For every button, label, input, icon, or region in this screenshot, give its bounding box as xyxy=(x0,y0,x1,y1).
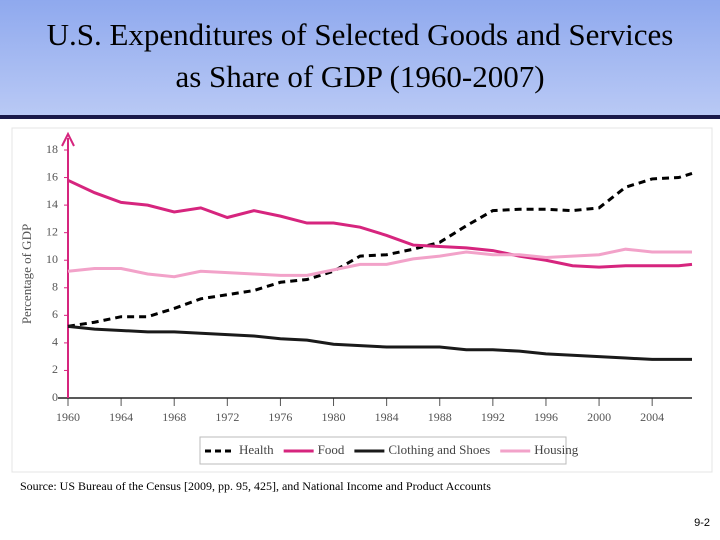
title-band xyxy=(0,0,720,119)
legend-label: Housing xyxy=(534,442,579,457)
x-tick-label: 2004 xyxy=(640,410,664,424)
y-tick-label: 2 xyxy=(52,362,58,376)
y-tick-label: 6 xyxy=(52,307,58,321)
y-tick-label: 4 xyxy=(52,335,58,349)
x-tick-label: 1972 xyxy=(215,410,239,424)
y-tick-label: 12 xyxy=(46,224,58,238)
y-tick-label: 14 xyxy=(46,197,58,211)
source-note: Source: US Bureau of the Census [2009, p… xyxy=(20,479,491,493)
series-line xyxy=(67,247,692,279)
legend-label: Clothing and Shoes xyxy=(388,442,490,457)
y-tick-label: 0 xyxy=(52,390,58,404)
x-tick-label: 1980 xyxy=(322,410,346,424)
x-tick-label: 1988 xyxy=(428,410,452,424)
x-tick-label: 1976 xyxy=(268,410,292,424)
legend-label: Food xyxy=(318,442,345,457)
y-tick-label: 8 xyxy=(52,280,58,294)
series-line xyxy=(67,178,693,269)
legend-label: Health xyxy=(239,442,274,457)
y-axis-label: Percentage of GDP xyxy=(19,224,34,324)
y-tick-label: 10 xyxy=(46,252,58,266)
x-tick-label: 1996 xyxy=(534,410,558,424)
page-number: 9-2 xyxy=(694,517,710,529)
y-axis-arrow xyxy=(61,131,75,147)
y-tick-label: 18 xyxy=(46,142,58,156)
x-tick-label: 1992 xyxy=(481,410,505,424)
chart-panel xyxy=(11,127,713,473)
x-tick-label: 2000 xyxy=(587,410,611,424)
x-tick-label: 1964 xyxy=(109,410,133,424)
y-tick-label: 16 xyxy=(46,169,58,183)
chart-title: U.S. Expenditures of Selected Goods and … xyxy=(46,17,674,94)
x-tick-label: 1984 xyxy=(375,410,399,424)
x-tick-label: 1960 xyxy=(56,410,80,424)
series-line xyxy=(67,324,692,361)
series-line xyxy=(67,171,693,328)
x-tick-label: 1968 xyxy=(162,410,186,424)
